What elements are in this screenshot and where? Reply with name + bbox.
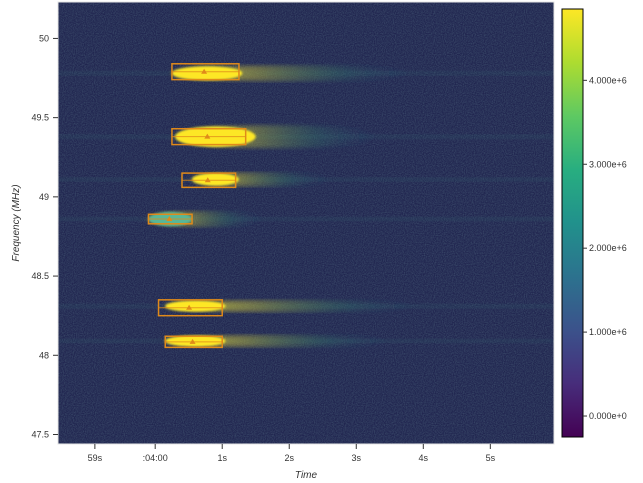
y-axis: 47.5 48 48.5 49 49.5 50 (31, 33, 58, 439)
y-tick-label: 50 (39, 33, 49, 43)
colorbar: 0.000e+0 1.000e+6 2.000e+6 3.000e+6 4.000e+6 (561, 8, 627, 438)
y-tick-label: 47.5 (31, 429, 49, 439)
x-axis-title: Time (295, 470, 318, 481)
detection-marker (204, 177, 211, 183)
x-tick-label: 59s (88, 453, 103, 463)
x-tick-label: :04:00 (143, 453, 168, 463)
signal-core-inner (195, 174, 236, 184)
colorbar-ticks: 0.000e+0 1.000e+6 2.000e+6 3.000e+6 4.000e+6 (583, 75, 627, 421)
colorbar-tick-label: 1.000e+6 (589, 327, 627, 337)
y-tick-label: 49.5 (31, 113, 49, 123)
detection-marker (204, 133, 211, 139)
detection-boxes-layer (147, 63, 247, 349)
x-tick-label: 4s (419, 453, 429, 463)
detection-marker (201, 68, 208, 74)
plot-frame (57, 1, 555, 445)
x-tick-label: 3s (352, 453, 362, 463)
colorbar-tick-label: 4.000e+6 (589, 75, 627, 85)
detection-marker (166, 216, 173, 222)
signal-core-inner (170, 302, 221, 311)
colorbar-gradient (561, 8, 584, 438)
colorbar-tick-label: 3.000e+6 (589, 159, 627, 169)
x-tick-label: 2s (284, 453, 294, 463)
x-axis: 59s :04:00 1s 2s 3s 4s 5s (88, 444, 496, 463)
colorbar-tick-label: 0.000e+0 (589, 411, 627, 421)
y-axis-title: Frequency (MHz) (11, 184, 22, 261)
plot-area (57, 1, 555, 445)
signal-tail (165, 334, 390, 348)
signal-tail (165, 300, 417, 313)
detection-marker (189, 338, 196, 344)
y-tick-label: 48.5 (31, 271, 49, 281)
x-tick-label: 1s (217, 453, 227, 463)
colorbar-tick-label: 2.000e+6 (589, 243, 627, 253)
signal-streak (58, 217, 554, 222)
x-tick-label: 5s (486, 453, 496, 463)
y-tick-label: 48 (39, 350, 49, 360)
signal-core-inner (170, 337, 221, 345)
detection-marker (186, 304, 193, 310)
y-tick-label: 49 (39, 192, 49, 202)
signal-core-inner (177, 68, 237, 79)
